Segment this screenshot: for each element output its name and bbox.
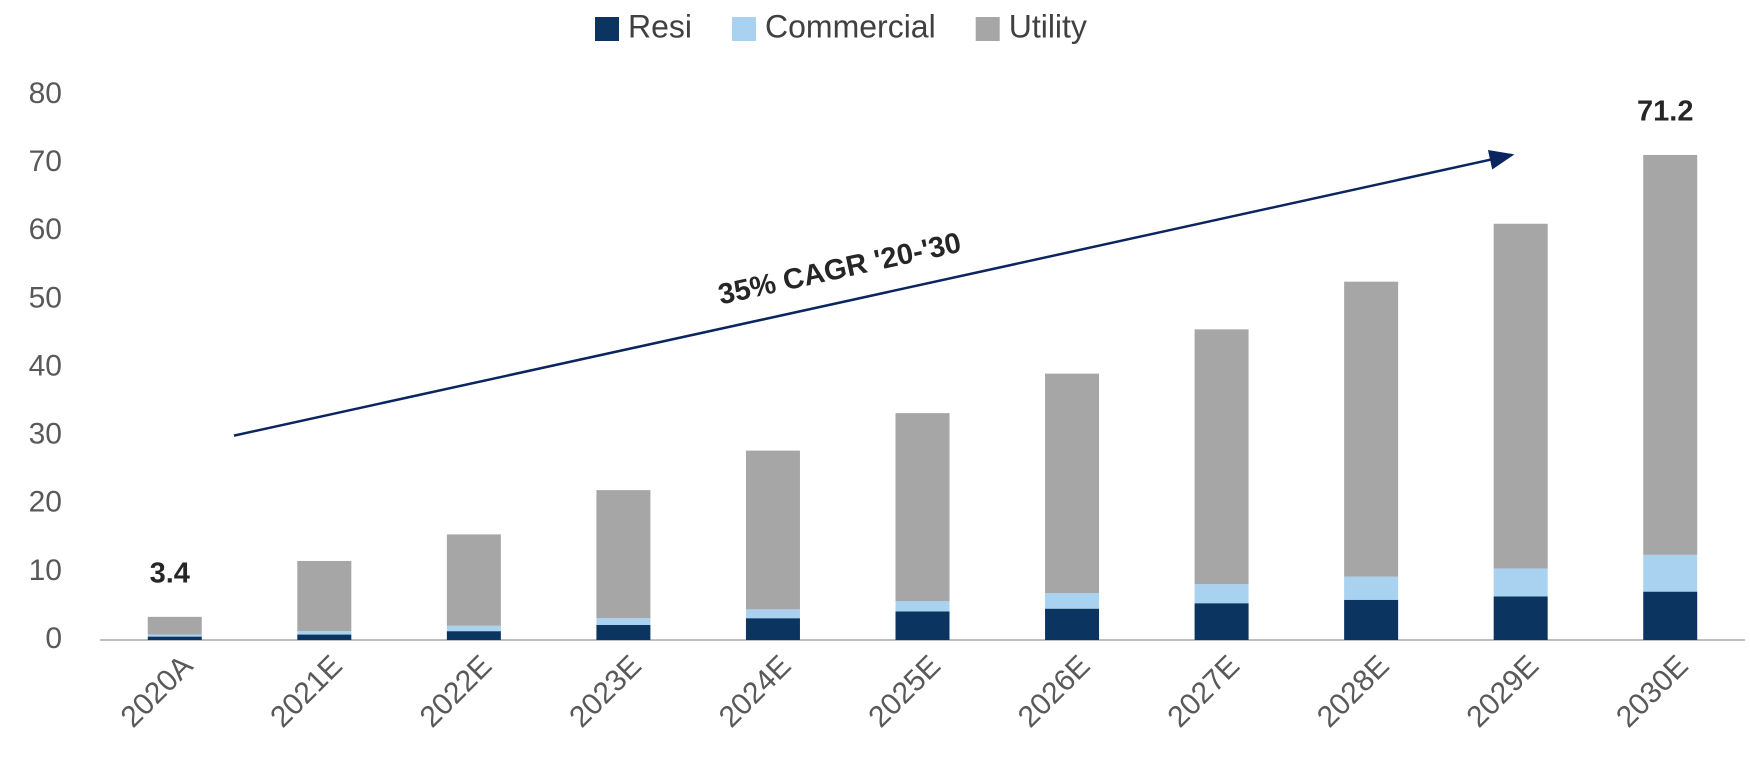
bar-segment (1643, 154, 1698, 555)
bar-segment (1493, 596, 1548, 640)
bar-segment (446, 631, 501, 640)
bar-segment (745, 609, 800, 619)
legend-label: Resi (628, 8, 692, 44)
total-label: 71.2 (1637, 96, 1693, 128)
bar-segment (596, 625, 651, 640)
y-tick-label: 70 (29, 145, 62, 178)
y-tick-label: 50 (29, 281, 62, 314)
y-tick-label: 10 (29, 554, 62, 587)
x-tick-label: 2021E (264, 649, 349, 734)
bar-segment (297, 560, 352, 632)
bar-segment (1643, 591, 1698, 640)
bar-segment (1045, 592, 1100, 609)
x-tick-label: 2022E (414, 649, 499, 734)
bar-segment (446, 625, 501, 632)
annotation: 35% CAGR '20-'30 (715, 227, 964, 311)
y-tick-label: 0 (45, 622, 62, 655)
x-tick-label: 2027E (1161, 649, 1246, 734)
y-tick-label: 20 (29, 486, 62, 519)
bar-segment (1643, 554, 1698, 592)
x-tick-label: 2028E (1311, 649, 1396, 734)
legend-swatch (975, 17, 1000, 41)
bar-segment (147, 616, 202, 635)
bar-segment (1344, 281, 1399, 577)
x-tick-label: 2023E (563, 649, 648, 734)
bar-segment (596, 618, 651, 626)
bar-segment (1344, 599, 1399, 640)
bar-segment (297, 634, 352, 640)
y-tick-label: 40 (29, 349, 62, 382)
x-tick-label: 2029E (1461, 649, 1546, 734)
bar-segment (147, 636, 202, 640)
legend-swatch (595, 17, 619, 41)
bar-segment (1194, 584, 1249, 604)
bar-segment (1194, 329, 1249, 585)
x-tick-label: 2030E (1610, 649, 1695, 734)
bar-segment (1045, 608, 1100, 640)
x-tick-label: 2024E (713, 649, 798, 734)
total-label: 3.4 (150, 557, 190, 589)
bar-segment (297, 631, 352, 635)
bar-segment (596, 490, 651, 619)
legend-label: Commercial (765, 8, 936, 44)
bar-segment (1194, 603, 1249, 640)
bar-segment (745, 450, 800, 610)
y-tick-label: 30 (29, 418, 62, 451)
cagr-arrow (233, 150, 1515, 437)
x-tick-label: 2025E (862, 649, 947, 734)
bar-segment (895, 413, 950, 602)
y-tick-label: 60 (29, 213, 62, 246)
bar-segment (895, 611, 950, 640)
bar-segment (1493, 568, 1548, 597)
bar-segment (1493, 223, 1548, 569)
legend-swatch (732, 17, 757, 41)
bar-segment (1045, 373, 1100, 593)
bar-segment (1344, 576, 1399, 600)
y-tick-label: 80 (29, 77, 62, 110)
bar-segment (446, 534, 501, 626)
bar-segment (745, 618, 800, 640)
bar-segment (895, 601, 950, 612)
x-tick-label: 2020A (115, 649, 200, 734)
x-tick-label: 2026E (1012, 649, 1097, 734)
bar-segment (147, 634, 202, 637)
legend-label: Utility (1009, 8, 1087, 44)
